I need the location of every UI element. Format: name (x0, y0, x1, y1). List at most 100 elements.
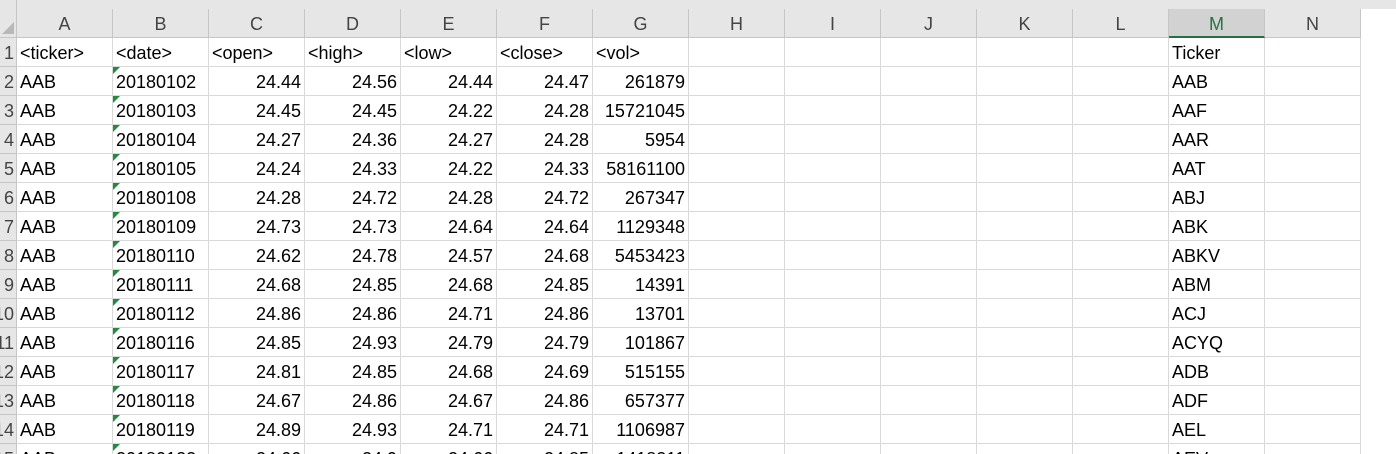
cell-g9[interactable]: 14391 (593, 270, 689, 299)
cell-c8[interactable]: 24.62 (209, 241, 305, 270)
cell-i14[interactable] (785, 415, 881, 444)
cell-l2[interactable] (1073, 67, 1169, 96)
cell-d3[interactable]: 24.45 (305, 96, 401, 125)
cell-h13[interactable] (689, 386, 785, 415)
cell-h8[interactable] (689, 241, 785, 270)
cell-b6[interactable]: 20180108 (113, 183, 209, 212)
cell-a15[interactable]: AAB (17, 444, 113, 454)
cell-n4[interactable] (1265, 125, 1361, 154)
cell-h7[interactable] (689, 212, 785, 241)
cell-b8[interactable]: 20180110 (113, 241, 209, 270)
cell-a11[interactable]: AAB (17, 328, 113, 357)
cell-m8[interactable]: ABKV (1169, 241, 1265, 270)
cell-m10[interactable]: ACJ (1169, 299, 1265, 328)
cell-a5[interactable]: AAB (17, 154, 113, 183)
cell-n6[interactable] (1265, 183, 1361, 212)
cell-e14[interactable]: 24.71 (401, 415, 497, 444)
cell-a10[interactable]: AAB (17, 299, 113, 328)
cell-i15[interactable] (785, 444, 881, 454)
cell-n11[interactable] (1265, 328, 1361, 357)
cell-g13[interactable]: 657377 (593, 386, 689, 415)
cell-g8[interactable]: 5453423 (593, 241, 689, 270)
cell-i10[interactable] (785, 299, 881, 328)
cell-c15[interactable]: 24.66 (209, 444, 305, 454)
cell-c11[interactable]: 24.85 (209, 328, 305, 357)
cell-m3[interactable]: AAF (1169, 96, 1265, 125)
cell-g3[interactable]: 15721045 (593, 96, 689, 125)
cell-d12[interactable]: 24.85 (305, 357, 401, 386)
column-header-a[interactable]: A (17, 9, 113, 38)
cell-a3[interactable]: AAB (17, 96, 113, 125)
cell-a1[interactable]: <ticker> (17, 38, 113, 67)
cell-i8[interactable] (785, 241, 881, 270)
cell-l14[interactable] (1073, 415, 1169, 444)
cell-k13[interactable] (977, 386, 1073, 415)
cell-k4[interactable] (977, 125, 1073, 154)
cell-h6[interactable] (689, 183, 785, 212)
cell-a8[interactable]: AAB (17, 241, 113, 270)
cell-f11[interactable]: 24.79 (497, 328, 593, 357)
cell-d2[interactable]: 24.56 (305, 67, 401, 96)
cell-c4[interactable]: 24.27 (209, 125, 305, 154)
cell-b11[interactable]: 20180116 (113, 328, 209, 357)
cell-j7[interactable] (881, 212, 977, 241)
cell-c12[interactable]: 24.81 (209, 357, 305, 386)
cell-j15[interactable] (881, 444, 977, 454)
cell-m7[interactable]: ABK (1169, 212, 1265, 241)
cell-j5[interactable] (881, 154, 977, 183)
cell-h4[interactable] (689, 125, 785, 154)
cell-k7[interactable] (977, 212, 1073, 241)
cell-h15[interactable] (689, 444, 785, 454)
cell-j4[interactable] (881, 125, 977, 154)
cell-i13[interactable] (785, 386, 881, 415)
cell-f8[interactable]: 24.68 (497, 241, 593, 270)
cell-j14[interactable] (881, 415, 977, 444)
cell-n2[interactable] (1265, 67, 1361, 96)
cell-e8[interactable]: 24.57 (401, 241, 497, 270)
cell-g4[interactable]: 5954 (593, 125, 689, 154)
cell-l1[interactable] (1073, 38, 1169, 67)
cell-f14[interactable]: 24.71 (497, 415, 593, 444)
row-header-13[interactable]: 13 (0, 386, 17, 415)
cell-f9[interactable]: 24.85 (497, 270, 593, 299)
row-header-14[interactable]: 14 (0, 415, 17, 444)
cell-k11[interactable] (977, 328, 1073, 357)
cell-k8[interactable] (977, 241, 1073, 270)
cell-l15[interactable] (1073, 444, 1169, 454)
cell-c3[interactable]: 24.45 (209, 96, 305, 125)
cell-e3[interactable]: 24.22 (401, 96, 497, 125)
cell-n3[interactable] (1265, 96, 1361, 125)
cell-a4[interactable]: AAB (17, 125, 113, 154)
cell-c6[interactable]: 24.28 (209, 183, 305, 212)
cell-m15[interactable]: AEV (1169, 444, 1265, 454)
cell-i5[interactable] (785, 154, 881, 183)
cell-m4[interactable]: AAR (1169, 125, 1265, 154)
row-header-15[interactable]: 15 (0, 444, 17, 454)
cell-d15[interactable]: 24.9 (305, 444, 401, 454)
cell-b13[interactable]: 20180118 (113, 386, 209, 415)
cell-h14[interactable] (689, 415, 785, 444)
cell-g10[interactable]: 13701 (593, 299, 689, 328)
cell-g12[interactable]: 515155 (593, 357, 689, 386)
cell-c1[interactable]: <open> (209, 38, 305, 67)
cell-l9[interactable] (1073, 270, 1169, 299)
cell-l5[interactable] (1073, 154, 1169, 183)
cell-h5[interactable] (689, 154, 785, 183)
cell-e2[interactable]: 24.44 (401, 67, 497, 96)
cell-h11[interactable] (689, 328, 785, 357)
cell-g1[interactable]: <vol> (593, 38, 689, 67)
cell-l10[interactable] (1073, 299, 1169, 328)
cell-e7[interactable]: 24.64 (401, 212, 497, 241)
row-header-9[interactable]: 9 (0, 270, 17, 299)
column-header-n[interactable]: N (1265, 9, 1361, 38)
cell-k2[interactable] (977, 67, 1073, 96)
cell-b10[interactable]: 20180112 (113, 299, 209, 328)
cell-f3[interactable]: 24.28 (497, 96, 593, 125)
cell-i7[interactable] (785, 212, 881, 241)
cell-k1[interactable] (977, 38, 1073, 67)
cell-n7[interactable] (1265, 212, 1361, 241)
row-header-1[interactable]: 1 (0, 38, 17, 67)
cell-f15[interactable]: 24.85 (497, 444, 593, 454)
cell-i11[interactable] (785, 328, 881, 357)
